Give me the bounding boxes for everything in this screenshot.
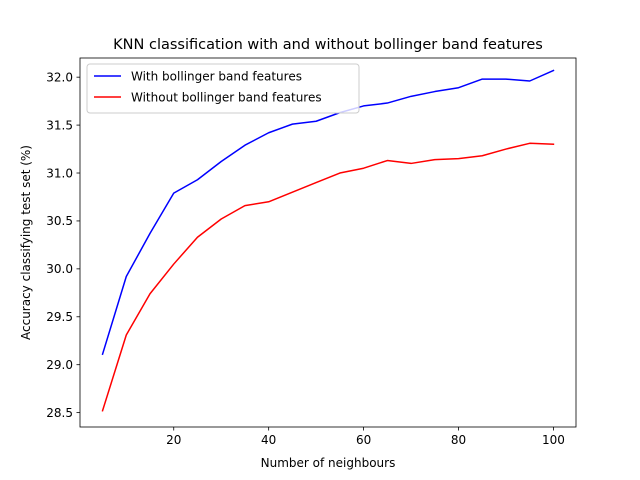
y-tick-label: 29.5 xyxy=(46,310,73,324)
series-line-1 xyxy=(101,69,555,356)
x-axis: 20 40 60 80 100 xyxy=(166,427,565,447)
legend-label: With bollinger band features xyxy=(131,69,302,83)
y-tick-label: 32.0 xyxy=(46,70,73,84)
y-axis-label: Accuracy classifying test set (%) xyxy=(19,145,33,340)
plot-lines xyxy=(101,69,555,412)
series-line-2 xyxy=(101,142,555,412)
y-tick-label: 30.5 xyxy=(46,214,73,228)
x-tick-label: 20 xyxy=(166,433,181,447)
legend: With bollinger band features Without boll… xyxy=(86,63,360,114)
plot-frame xyxy=(79,57,577,428)
y-tick-label: 31.5 xyxy=(46,118,73,132)
legend-label: Without bollinger band features xyxy=(131,90,322,104)
y-tick-label: 29.0 xyxy=(46,358,73,372)
x-tick-label: 40 xyxy=(261,433,276,447)
y-tick-label: 28.5 xyxy=(46,406,73,420)
x-tick-label: 80 xyxy=(451,433,466,447)
chart-title: KNN classification with and without boll… xyxy=(113,37,543,53)
y-axis: 28.5 29.0 29.5 30.0 30.5 31.0 31.5 32.0 xyxy=(46,70,80,420)
legend-frame xyxy=(86,63,360,114)
x-axis-label: Number of neighbours xyxy=(261,456,396,470)
y-tick-label: 30.0 xyxy=(46,262,73,276)
y-tick-label: 31.0 xyxy=(46,166,73,180)
x-tick-label: 100 xyxy=(542,433,565,447)
x-tick-label: 60 xyxy=(356,433,371,447)
